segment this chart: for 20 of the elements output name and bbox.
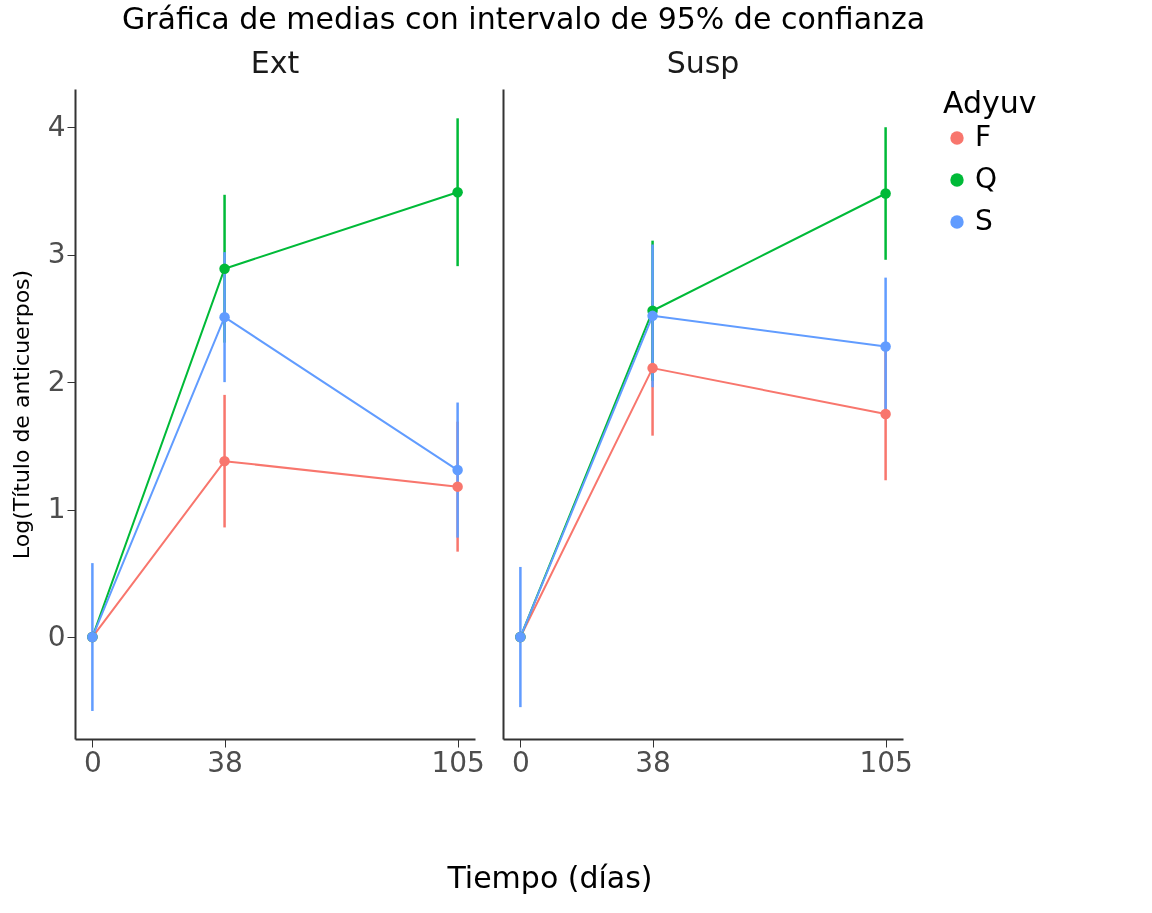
legend-label: S [975, 204, 993, 237]
legend-label: F [975, 120, 992, 153]
y-axis-title: Log(Título de anticuerpos) [8, 269, 34, 560]
y-tick-label: 4 [47, 109, 66, 143]
y-tick-label: 1 [47, 492, 66, 526]
x-tick-label: 105 [859, 745, 913, 779]
x-tick-label: 105 [431, 745, 485, 779]
x-axis-title: Tiempo (días) [446, 860, 654, 895]
x-tick-label: 38 [207, 745, 243, 779]
x-tick-label: 0 [83, 745, 102, 779]
chart-title: Gráfica de medias con intervalo de 95% de confianza [122, 1, 926, 36]
chart-subtitle: Ext [250, 45, 300, 80]
y-tick-label: 0 [47, 619, 66, 653]
y-tick-label: 3 [47, 237, 66, 271]
y-tick-label: 2 [47, 364, 66, 398]
x-tick-label: 0 [511, 745, 530, 779]
chart-subtitle: Susp [666, 45, 740, 80]
legend-label: Q [975, 162, 998, 195]
legend-title: Adyuv [943, 85, 1037, 120]
x-tick-label: 38 [635, 745, 671, 779]
